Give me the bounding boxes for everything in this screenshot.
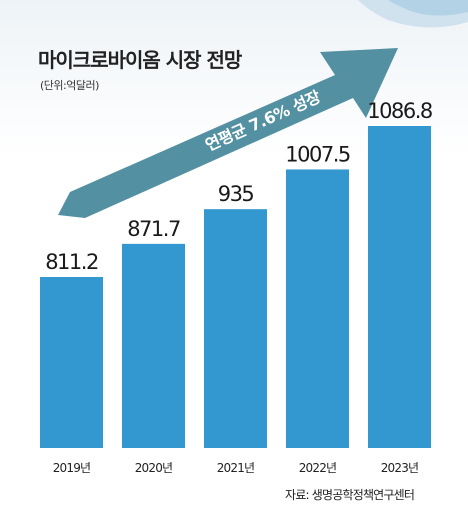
chart-title: 마이크로바이옴 시장 전망 <box>38 48 242 72</box>
value-label: 811.2 <box>45 250 98 274</box>
value-label: 1007.5 <box>285 142 350 166</box>
value-label: 935 <box>218 182 254 206</box>
bar-2022년 <box>286 169 349 448</box>
category-label: 2023년 <box>381 461 419 475</box>
value-label: 1086.8 <box>367 99 432 123</box>
labels-group: 811.2 2019년 871.7 2020년 935 2021년 1007.5 2022년 1… <box>45 99 433 475</box>
bar-2019년 <box>40 277 103 448</box>
bar-2020년 <box>122 243 185 448</box>
bars-group <box>40 126 431 448</box>
bar-2023년 <box>368 126 431 448</box>
bar-2021년 <box>204 209 267 448</box>
category-label: 2022년 <box>299 461 337 475</box>
value-label: 871.7 <box>127 217 180 241</box>
category-label: 2021년 <box>217 461 255 475</box>
category-label: 2019년 <box>53 461 91 475</box>
corner-decoration <box>358 0 468 28</box>
category-label: 2020년 <box>135 461 173 475</box>
source-note: 자료: 생명공학정책연구센터 <box>285 488 415 502</box>
unit-label: (단위:억달러) <box>40 79 99 92</box>
